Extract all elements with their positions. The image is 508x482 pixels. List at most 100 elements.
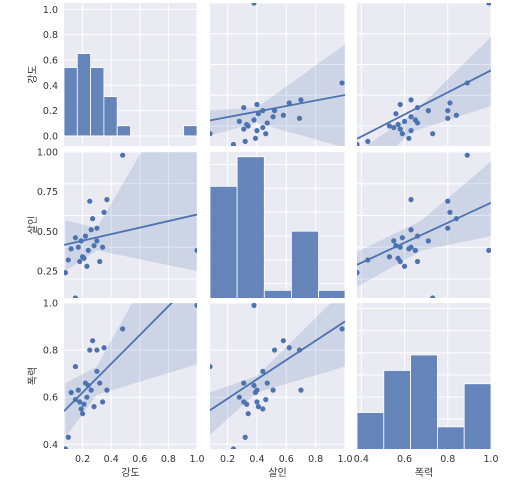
- scatter-point: [260, 368, 266, 374]
- scatter-point: [357, 270, 360, 276]
- scatter-point: [65, 434, 71, 440]
- scatter-point: [79, 411, 86, 417]
- scatter-point: [414, 104, 421, 111]
- scatter-point: [252, 135, 259, 141]
- panel-살인-강도: [64, 151, 198, 298]
- scatter-point: [393, 243, 399, 249]
- y-tick-label: 0.0: [43, 131, 58, 142]
- scatter-point: [365, 257, 371, 263]
- histogram-bar: [64, 67, 78, 137]
- histogram-bar: [410, 354, 438, 449]
- scatter-point: [88, 387, 94, 393]
- scatter-point: [100, 244, 106, 250]
- y-tick-label: 0.4: [43, 440, 58, 451]
- x-tick-label: 1.0: [483, 454, 498, 465]
- x-axis-label: 살인: [268, 467, 286, 479]
- scatter-point: [401, 118, 408, 124]
- x-tick-label: 0.4: [104, 454, 119, 465]
- scatter-point: [260, 108, 266, 114]
- scatter-point: [94, 225, 100, 231]
- scatter-point: [87, 347, 93, 353]
- histogram-bar: [436, 426, 465, 449]
- panel-background: [210, 303, 345, 449]
- scatter-point: [399, 131, 405, 137]
- confidence-band: [65, 303, 197, 438]
- scatter-point: [77, 258, 83, 265]
- scatter-point: [91, 404, 97, 410]
- scatter-point: [280, 338, 286, 344]
- scatter-point: [447, 209, 453, 215]
- scatter-point: [271, 108, 278, 114]
- x-tick-label: 1.0: [189, 454, 204, 465]
- scatter-point: [386, 254, 393, 260]
- scatter-point: [94, 347, 100, 353]
- scatter-point: [255, 404, 262, 410]
- histogram-bar: [318, 289, 345, 298]
- scatter-point: [395, 121, 401, 128]
- gridlines: [357, 151, 492, 298]
- scatter-point: [298, 97, 304, 103]
- scatter-point: [296, 347, 303, 353]
- scatter-point: [88, 227, 94, 233]
- scatter-point: [264, 120, 270, 126]
- scatter-point: [84, 394, 90, 400]
- panel-강도-폭력: [357, 2, 492, 146]
- panel-폭력-강도: [64, 302, 198, 449]
- scatter-point: [412, 117, 418, 123]
- x-tick-label: 0.8: [440, 454, 455, 465]
- x-tick-label: 0.4: [354, 454, 369, 465]
- scatter-point: [72, 295, 79, 298]
- panel-살인-폭력: [357, 151, 492, 298]
- scatter-point: [230, 446, 237, 449]
- scatter-point: [81, 255, 87, 261]
- regression-line: [64, 213, 197, 246]
- histogram-bar: [263, 289, 292, 298]
- scatter-point: [104, 197, 110, 203]
- scatter-point: [453, 216, 460, 222]
- scatter-point: [75, 244, 81, 250]
- scatter-point: [242, 138, 248, 144]
- scatter-point: [408, 227, 414, 233]
- scatter-point: [251, 3, 257, 6]
- scatter-point: [72, 396, 79, 403]
- scatter-point: [65, 257, 71, 263]
- y-axis-label: 살인: [27, 216, 39, 234]
- panel-강도-살인: [210, 2, 346, 146]
- scatter-point: [78, 406, 84, 412]
- x-tick-label: 1.0: [337, 454, 352, 465]
- scatter-point: [486, 3, 491, 6]
- scatter-point: [464, 152, 470, 158]
- gridlines: [210, 2, 346, 146]
- scatter-point: [393, 111, 399, 117]
- histogram-bar: [210, 185, 238, 298]
- scatter-point: [244, 121, 250, 128]
- scatter-point: [87, 198, 93, 204]
- y-tick-label: 0.25: [37, 267, 58, 278]
- scatter-point: [445, 198, 451, 204]
- scatter-point: [251, 382, 257, 389]
- panel-살인-살인: [210, 152, 346, 298]
- scatter-point: [255, 111, 262, 117]
- scatter-point: [94, 368, 100, 374]
- scatter-point: [97, 380, 103, 386]
- scatter-point: [75, 387, 81, 393]
- scatter-point: [72, 363, 79, 370]
- scatter-point: [453, 112, 460, 118]
- gridlines: [357, 2, 492, 146]
- scatter-point: [397, 244, 403, 250]
- scatter-point: [68, 389, 74, 396]
- scatter-point: [120, 152, 126, 158]
- scatter-point: [391, 124, 397, 131]
- scatter-point: [82, 233, 89, 239]
- scatter-point: [270, 387, 276, 393]
- scatter-point: [85, 382, 91, 389]
- y-tick-label: 0.8: [43, 346, 58, 357]
- y-tick-label: 1.00: [37, 148, 58, 159]
- x-tick-label: 0.6: [279, 454, 294, 465]
- gridlines: [210, 302, 346, 449]
- scatter-point: [210, 363, 213, 370]
- scatter-point: [236, 118, 242, 124]
- scatter-point: [77, 399, 83, 405]
- panel-background: [64, 152, 197, 298]
- histogram-bar: [90, 67, 105, 137]
